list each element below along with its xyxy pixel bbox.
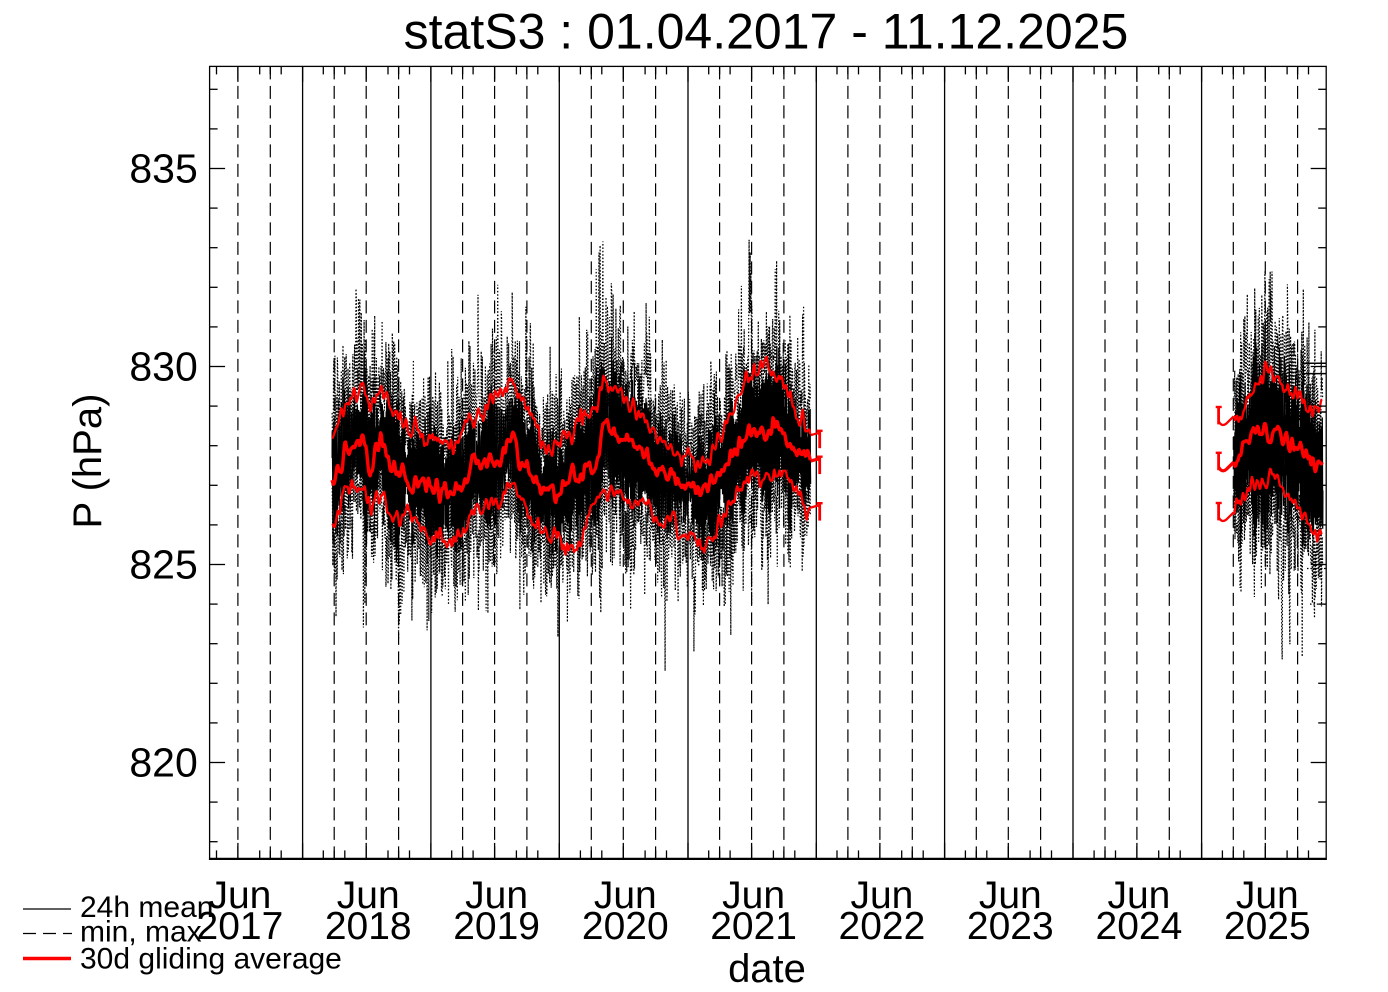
svg-text:835: 835 [129, 146, 197, 192]
svg-text:Jun: Jun [979, 874, 1042, 917]
svg-text:2020: 2020 [582, 905, 669, 948]
svg-text:Jun: Jun [337, 874, 400, 917]
svg-text:24h mean: 24h mean [80, 891, 213, 924]
svg-text:Jun: Jun [208, 874, 271, 917]
svg-text:Jun: Jun [594, 874, 657, 917]
svg-text:min, max: min, max [80, 916, 202, 949]
svg-text:Jun: Jun [1236, 874, 1299, 917]
svg-text:P (hPa): P (hPa) [66, 394, 110, 529]
svg-text:2024: 2024 [1096, 905, 1183, 948]
svg-text:Jun: Jun [850, 874, 913, 917]
svg-text:30d gliding average: 30d gliding average [80, 943, 342, 976]
svg-text:2022: 2022 [839, 905, 926, 948]
svg-text:2018: 2018 [325, 905, 412, 948]
svg-text:2019: 2019 [453, 905, 540, 948]
svg-text:2025: 2025 [1224, 905, 1311, 948]
svg-text:statS3 : 01.04.2017 - 11.12.20: statS3 : 01.04.2017 - 11.12.2025 [404, 4, 1129, 60]
svg-text:830: 830 [129, 344, 197, 390]
svg-text:2023: 2023 [967, 905, 1054, 948]
svg-text:Jun: Jun [465, 874, 528, 917]
svg-text:Jun: Jun [722, 874, 785, 917]
svg-text:2017: 2017 [197, 905, 284, 948]
svg-text:date: date [728, 947, 806, 991]
svg-text:825: 825 [129, 542, 197, 588]
svg-text:820: 820 [129, 740, 197, 786]
svg-text:2021: 2021 [710, 905, 797, 948]
svg-text:Jun: Jun [1107, 874, 1170, 917]
